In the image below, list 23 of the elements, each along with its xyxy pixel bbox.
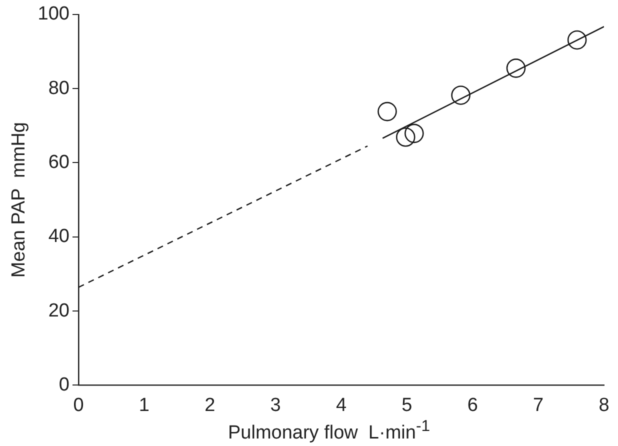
y-tick-label: 0 (58, 374, 70, 396)
y-tick-label: 60 (48, 152, 70, 173)
point (404, 124, 424, 144)
x-axis-title: Pulmonary flow L·min$^{-1}$ (226, 418, 432, 444)
x-tick-label: 6 (467, 394, 478, 416)
y-tick-label: 80 (48, 78, 70, 99)
y-tick-label: 40 (48, 226, 70, 248)
x-tick-label: 0 (73, 394, 84, 416)
y-tick-label: 20 (48, 300, 70, 322)
point (506, 58, 526, 78)
x-tick-label: 3 (270, 394, 281, 416)
y-axis-title: Mean PAP mmHg (8, 122, 30, 278)
x-tick-label: 2 (204, 394, 216, 416)
x-tick-label: 8 (598, 394, 610, 416)
x-tick-label: 4 (336, 394, 347, 416)
point (567, 30, 587, 50)
point (378, 102, 397, 122)
x-tick-label: 1 (138, 394, 150, 416)
x-tick-label: 5 (402, 394, 412, 416)
point (396, 127, 416, 147)
point (451, 86, 470, 105)
x-tick-label: 7 (533, 394, 544, 416)
y-tick-label: 100 (38, 4, 70, 25)
